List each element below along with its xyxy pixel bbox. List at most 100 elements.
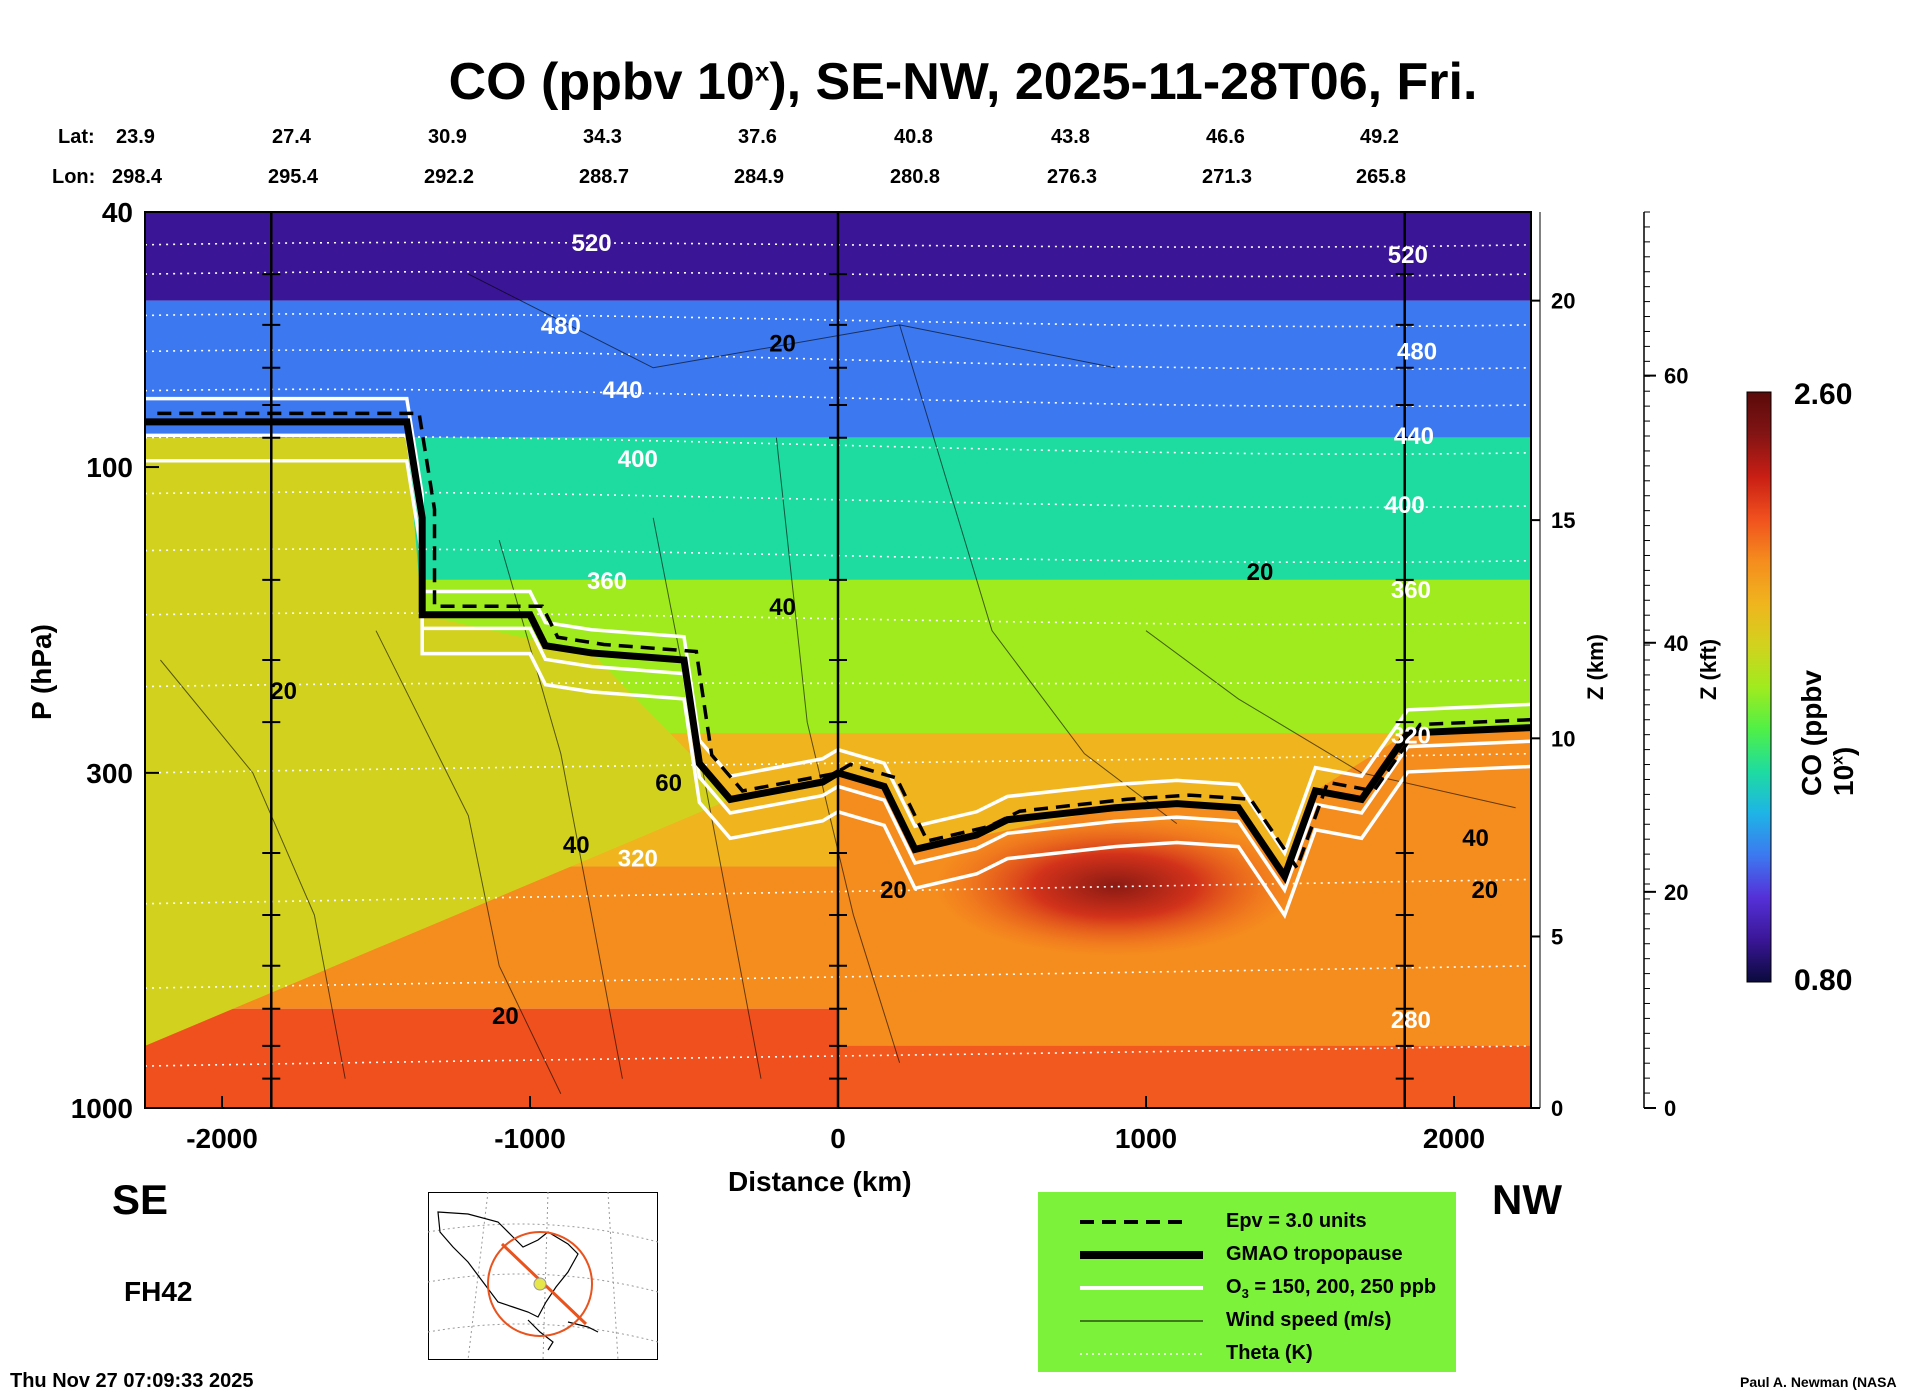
lat-value: 37.6 xyxy=(738,126,777,148)
wind-label: 40 xyxy=(1462,825,1489,852)
colorbar-max-label: 2.60 xyxy=(1794,378,1853,411)
epv-contour xyxy=(157,411,1531,872)
legend-ozone: O3 = 150, 200, 250 ppb xyxy=(1226,1276,1437,1301)
lat-value: 40.8 xyxy=(894,126,933,148)
x-tick-label: -1000 xyxy=(494,1123,566,1154)
overlays: 520 480 440 400 360 320 520 480 440 400 360 320 280 2… xyxy=(145,212,1531,1108)
theta-label: 440 xyxy=(602,377,642,404)
x-tick-label: 0 xyxy=(830,1123,846,1154)
credit: Paul A. Newman (NASA xyxy=(1740,1374,1897,1390)
se-label: SE xyxy=(112,1176,169,1223)
colorbar-ramp xyxy=(1746,391,1772,983)
wind-label: 40 xyxy=(769,594,796,621)
z-km-label: Z (km) xyxy=(1583,634,1608,700)
wind-label: 20 xyxy=(1247,559,1274,586)
wind-contour xyxy=(498,539,623,1079)
theta-label: 400 xyxy=(618,446,658,473)
wind-contour xyxy=(775,437,901,1063)
lat-label: Lat: xyxy=(58,126,95,148)
colorbar-min-label: 0.80 xyxy=(1794,964,1853,997)
wind-label: 20 xyxy=(1471,877,1498,904)
locator-map xyxy=(428,1192,658,1360)
wind-label: 20 xyxy=(769,330,796,357)
lon-value: 292.2 xyxy=(424,166,475,188)
theta-label: 280 xyxy=(1391,1007,1431,1034)
z-kft-tick-label: 0 xyxy=(1664,1096,1676,1121)
lon-value: 295.4 xyxy=(268,166,319,188)
z-kft-tick-label: 60 xyxy=(1664,364,1688,389)
wind-label: 20 xyxy=(492,1003,519,1030)
theta-label: 360 xyxy=(587,568,627,595)
y-axis-label: P (hPa) xyxy=(26,624,57,720)
wind-label: 40 xyxy=(563,832,590,859)
wind-label: 60 xyxy=(655,770,682,797)
co-plume-max xyxy=(935,815,1296,956)
legend-theta: Theta (K) xyxy=(1226,1342,1313,1364)
theta-label: 400 xyxy=(1385,492,1425,519)
lon-value: 265.8 xyxy=(1356,166,1407,188)
y-tick-label: 1000 xyxy=(71,1093,133,1124)
theta-label: 440 xyxy=(1394,423,1434,450)
timestamp: Thu Nov 27 07:09:33 2025 xyxy=(10,1370,254,1392)
ozone-contour xyxy=(145,458,1531,920)
lon-value: 280.8 xyxy=(890,166,941,188)
theta-label: 520 xyxy=(572,230,612,257)
theta-label: 360 xyxy=(1391,577,1431,604)
lat-value: 43.8 xyxy=(1051,126,1090,148)
x-tick-label: 1000 xyxy=(1115,1123,1177,1154)
z-km-tick-label: 5 xyxy=(1551,924,1563,949)
legend-wind: Wind speed (m/s) xyxy=(1226,1309,1392,1331)
y-tick-label: 300 xyxy=(86,758,133,789)
wind-contour xyxy=(899,324,1178,825)
lon-value: 298.4 xyxy=(112,166,163,188)
wind-contour xyxy=(468,273,1116,369)
colorbar-label: CO (ppbv 10x) xyxy=(1796,670,1859,796)
x-tick-label: 2000 xyxy=(1423,1123,1485,1154)
axes: -2000 -1000 0 1000 2000100030010040051015200… xyxy=(71,197,1689,1154)
nw-label: NW xyxy=(1492,1176,1562,1223)
wind-contour xyxy=(375,630,562,1094)
theta-label: 480 xyxy=(541,313,581,340)
lat-value: 46.6 xyxy=(1206,126,1245,148)
theta-label: 320 xyxy=(618,846,658,873)
lon-value: 288.7 xyxy=(579,166,630,188)
lat-value: 27.4 xyxy=(272,126,311,148)
wind-label: 20 xyxy=(270,678,297,705)
theta-label: 520 xyxy=(1388,242,1428,269)
colorbar xyxy=(1746,391,1772,983)
y-tick-label: 100 xyxy=(86,452,133,483)
lon-value: 276.3 xyxy=(1047,166,1098,188)
wind-contour xyxy=(160,659,346,1079)
theta-label: 480 xyxy=(1397,339,1437,366)
gmao-tropopause xyxy=(145,418,1531,884)
legend-tropopause: GMAO tropopause xyxy=(1226,1243,1403,1265)
lon-value: 271.3 xyxy=(1202,166,1253,188)
co-subtropical-troposphere xyxy=(145,437,731,1046)
z-km-tick-label: 15 xyxy=(1551,508,1575,533)
lon-label: Lon: xyxy=(52,166,96,188)
z-km-tick-label: 20 xyxy=(1551,289,1575,314)
z-km-tick-label: 0 xyxy=(1551,1096,1563,1121)
legend-epv: Epv = 3.0 units xyxy=(1226,1210,1367,1232)
legend: Epv = 3.0 units GMAO tropopause O3 = 150… xyxy=(1038,1192,1456,1372)
x-axis-label: Distance (km) xyxy=(728,1166,912,1197)
forecast-hour: FH42 xyxy=(124,1276,193,1307)
wind-label: 20 xyxy=(880,877,907,904)
y-tick-label: 40 xyxy=(102,197,133,228)
lat-value: 30.9 xyxy=(428,126,467,148)
z-kft-tick-label: 20 xyxy=(1664,880,1688,905)
lat-value: 23.9 xyxy=(116,126,155,148)
z-kft-tick-label: 40 xyxy=(1664,631,1688,656)
lat-value: 49.2 xyxy=(1360,126,1399,148)
ozone-contour xyxy=(145,433,1531,894)
z-km-tick-label: 10 xyxy=(1551,726,1575,751)
chart-title: CO (ppbv 10x), SE-NW, 2025-11-28T06, Fri… xyxy=(448,53,1478,111)
theta-label: 320 xyxy=(1391,723,1431,750)
lat-value: 34.3 xyxy=(583,126,622,148)
lon-value: 284.9 xyxy=(734,166,785,188)
wind-contour xyxy=(1145,630,1516,809)
x-tick-label: -2000 xyxy=(186,1123,258,1154)
ozone-contour xyxy=(145,396,1531,857)
z-kft-label: Z (kft) xyxy=(1696,638,1721,700)
